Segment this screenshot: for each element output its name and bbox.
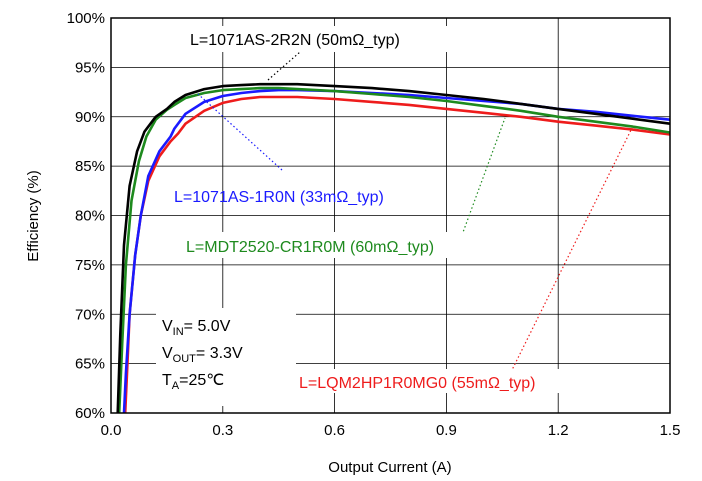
label-bg-red: [296, 369, 640, 393]
x-tick-label: 0.0: [101, 422, 122, 439]
series-lines: [116, 82, 671, 414]
plot-frame: [110, 17, 671, 414]
test-conditions: VIN= 5.0V VOUT= 3.3V TA=25℃: [156, 308, 296, 406]
series-label-1071as-1r0n: L=1071AS-1R0N (33mΩ_typ): [174, 189, 384, 206]
y-tick-label: 70%: [75, 306, 105, 323]
x-tick-label: 0.3: [212, 422, 233, 439]
series-line-0: [116, 82, 671, 414]
x-tick-label: 0.9: [436, 422, 457, 439]
y-tick-label: 65%: [75, 356, 105, 373]
label-bg-green: [182, 232, 504, 258]
y-tick-label: 75%: [75, 257, 105, 274]
x-axis-title: Output Current (A): [328, 459, 451, 476]
x-tick-label: 1.2: [548, 422, 569, 439]
y-tick-label: 90%: [75, 109, 105, 126]
y-tick-label: 95%: [75, 59, 105, 76]
label-leader-lines: [197, 51, 633, 373]
y-tick-label: 80%: [75, 208, 105, 225]
condition-vout: VOUT= 3.3V: [162, 345, 243, 365]
leader-line-3: [510, 127, 633, 373]
series-label-lqm2hp1r0mg0: L=LQM2HP1R0MG0 (55mΩ_typ): [299, 375, 536, 392]
y-tick-label: 60%: [75, 405, 105, 422]
y-axis-title: Efficiency (%): [25, 170, 42, 261]
y-tick-label: 85%: [75, 158, 105, 175]
condition-ta: TA=25℃: [162, 372, 224, 392]
x-tick-label: 0.6: [324, 422, 345, 439]
series-label-1071as-2r2n: L=1071AS-2R2N (50mΩ_typ): [190, 32, 400, 49]
x-tick-label: 1.5: [660, 422, 681, 439]
y-tick-label: 100%: [67, 10, 105, 27]
leader-line-2: [461, 117, 506, 236]
condition-vin: VIN= 5.0V: [162, 318, 231, 338]
conditions-bg: [156, 308, 296, 406]
leader-line-1: [197, 93, 283, 171]
series-label-mdt2520-cr1r0m: L=MDT2520-CR1R0M (60mΩ_typ): [186, 239, 434, 256]
tick-labels: 60% 65% 70% 75% 80% 85% 90% 95% 100% 0.0 0.3 0.6 0.9…: [67, 10, 681, 439]
label-bg-black: [188, 26, 484, 52]
leader-line-0: [267, 51, 301, 81]
series-line-2: [117, 86, 671, 414]
